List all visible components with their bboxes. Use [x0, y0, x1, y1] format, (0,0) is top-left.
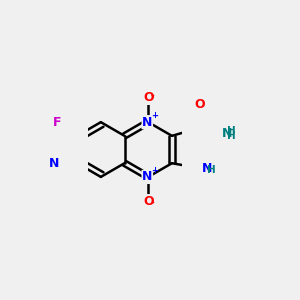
Text: O: O	[143, 92, 154, 104]
Text: F: F	[53, 116, 61, 129]
Text: O: O	[194, 98, 205, 111]
Text: O: O	[143, 195, 154, 208]
Text: +: +	[152, 166, 158, 175]
Text: -: -	[151, 199, 154, 208]
Text: N: N	[49, 157, 59, 170]
Text: N: N	[142, 116, 152, 129]
Text: +: +	[152, 111, 158, 120]
Text: H: H	[227, 126, 236, 136]
Text: H: H	[207, 165, 216, 176]
Text: N: N	[221, 127, 232, 140]
Text: N: N	[142, 170, 152, 183]
Text: -: -	[151, 92, 154, 101]
Text: N: N	[202, 162, 212, 175]
Text: H: H	[227, 131, 236, 142]
